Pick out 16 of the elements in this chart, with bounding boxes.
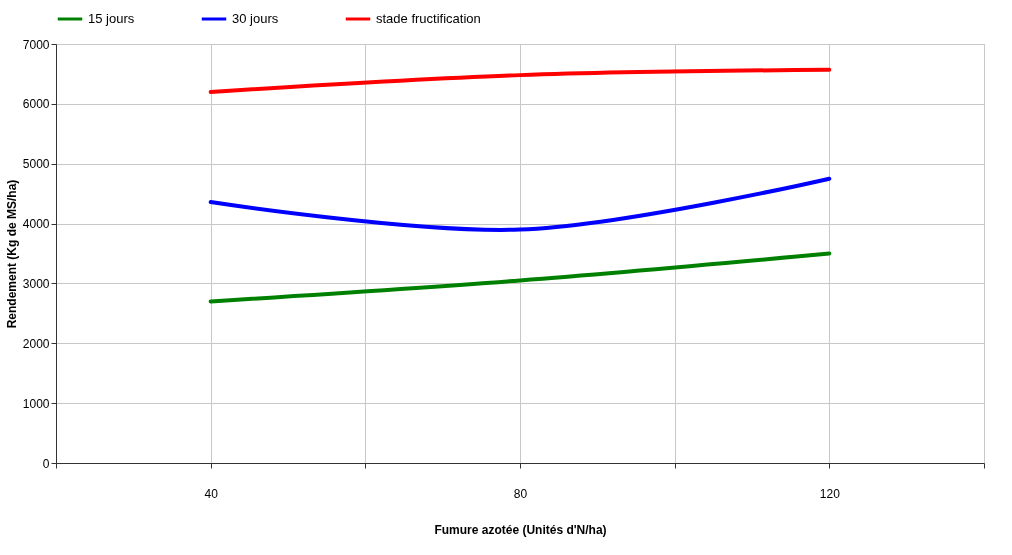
y-tick-label: 1000 (22, 396, 50, 411)
x-axis-title: Fumure azotée (Unités d'N/ha) (434, 522, 607, 537)
y-tick-label: 5000 (22, 157, 50, 172)
y-tick-label: 6000 (22, 97, 50, 112)
y-tick-label: 4000 (22, 217, 50, 232)
y-tick-label: 7000 (22, 37, 50, 52)
legend-label: 30 jours (232, 11, 279, 26)
x-tick-label: 120 (819, 486, 841, 501)
legend-label: stade fructification (376, 11, 481, 26)
y-tick-label: 2000 (22, 336, 50, 351)
x-tick-label: 40 (204, 486, 219, 501)
y-tick-label: 0 (42, 456, 50, 471)
legend-label: 15 jours (88, 11, 135, 26)
x-tick-label: 80 (513, 486, 528, 501)
y-tick-label: 3000 (22, 276, 50, 291)
y-axis-title: Rendement (Kg de MS/ha) (4, 179, 19, 329)
